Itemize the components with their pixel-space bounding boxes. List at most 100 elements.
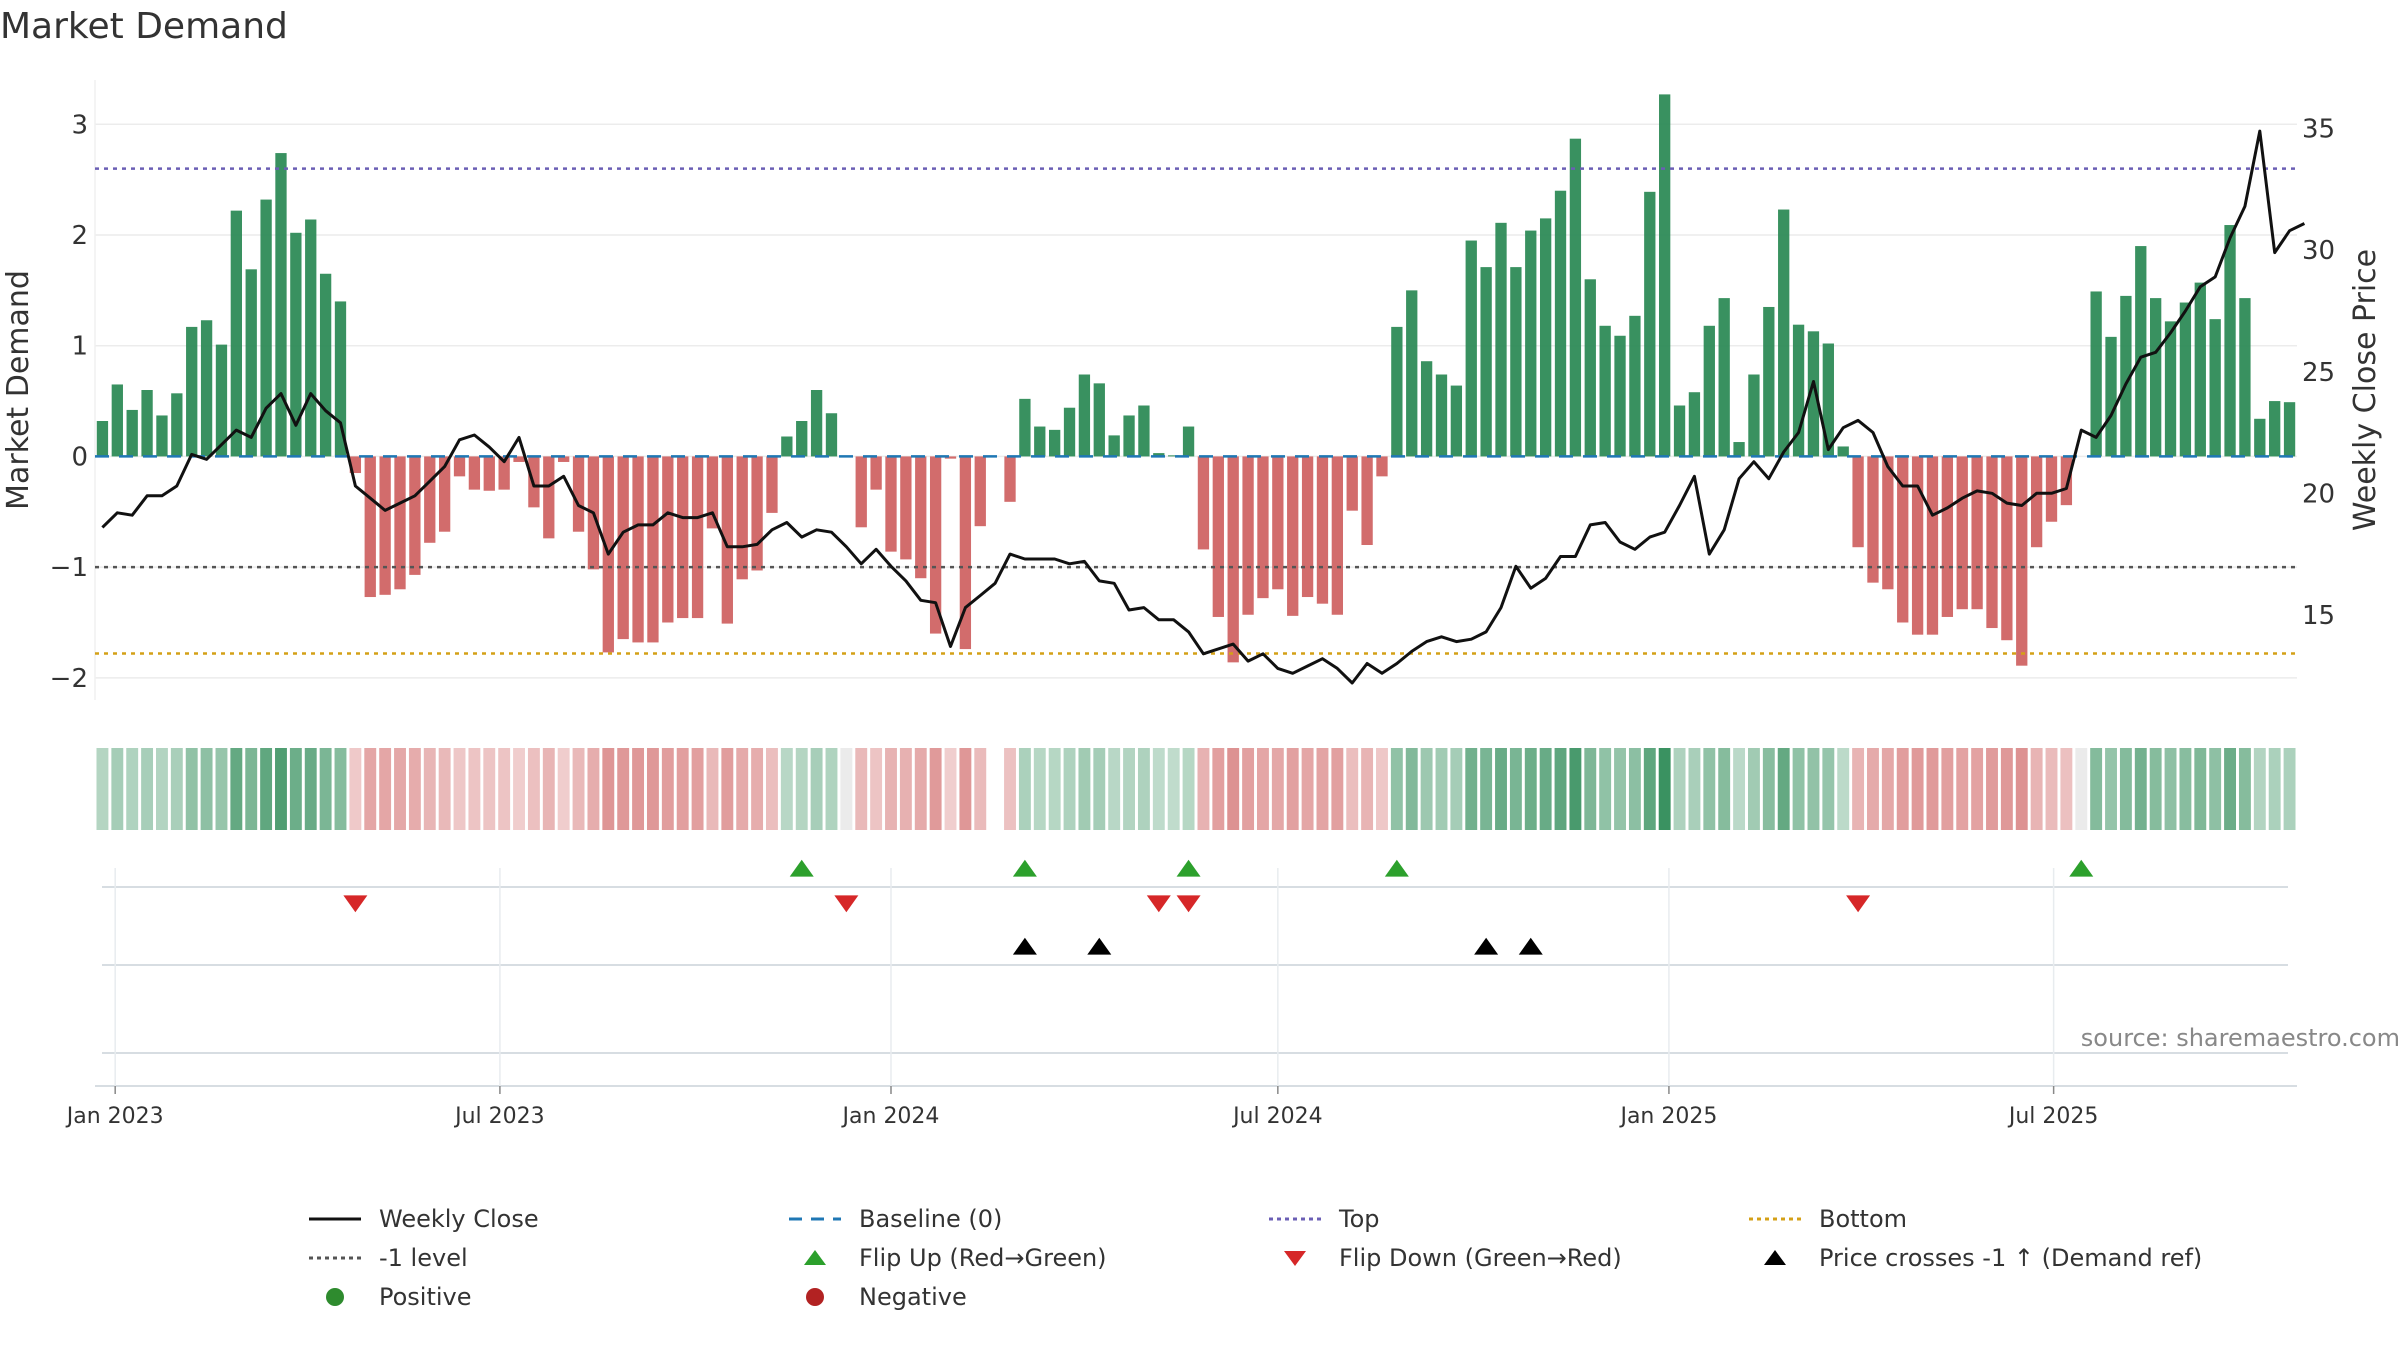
y-tick-label-left: 0 bbox=[71, 442, 88, 472]
demand-bar bbox=[1897, 456, 1909, 623]
demand-bar bbox=[1733, 442, 1745, 457]
demand-bar bbox=[959, 456, 972, 650]
strip-cell bbox=[1048, 748, 1061, 830]
y-tick-label-left: 3 bbox=[71, 110, 88, 140]
demand-bar bbox=[1391, 326, 1403, 457]
strip-cell bbox=[1539, 748, 1552, 830]
strip-cell bbox=[751, 748, 764, 830]
legend-symbol-dash-line bbox=[789, 1217, 841, 1221]
strip-cell bbox=[2060, 748, 2073, 830]
demand-bar bbox=[915, 456, 927, 579]
strip-cell bbox=[334, 748, 347, 830]
demand-bar bbox=[558, 456, 570, 462]
strip-cell bbox=[96, 748, 109, 830]
demand-bar bbox=[1971, 456, 1983, 610]
demand-bar bbox=[2060, 456, 2073, 506]
strip-cell bbox=[1941, 748, 1954, 830]
demand-bar bbox=[2164, 321, 2177, 457]
demand-bar bbox=[2016, 456, 2028, 666]
demand-bar bbox=[1525, 230, 1537, 457]
demand-bar bbox=[1569, 138, 1582, 457]
demand-bar bbox=[230, 210, 242, 457]
y-tick-label-right: 30 bbox=[2302, 236, 2335, 266]
demand-bar bbox=[215, 344, 228, 457]
strip-cell bbox=[215, 748, 228, 830]
demand-bar bbox=[885, 456, 897, 552]
demand-bar bbox=[334, 301, 347, 457]
demand-bar bbox=[2254, 418, 2266, 457]
demand-bar bbox=[944, 456, 957, 459]
demand-bar bbox=[275, 153, 287, 457]
demand-bar bbox=[1376, 456, 1388, 477]
demand-bar bbox=[2001, 456, 2013, 641]
strip-cell bbox=[780, 748, 793, 830]
strip-cell bbox=[974, 748, 987, 830]
weekly-close-line bbox=[101, 129, 2306, 685]
demand-bar bbox=[200, 320, 213, 457]
demand-bar bbox=[1539, 218, 1552, 457]
demand-bar bbox=[900, 456, 912, 560]
price-cross-marker bbox=[1474, 937, 1499, 955]
strip-cell bbox=[1420, 748, 1433, 830]
demand-bar bbox=[2090, 291, 2102, 457]
demand-bar bbox=[1911, 456, 1924, 635]
strip-cell bbox=[156, 748, 168, 830]
flip-down-marker bbox=[1176, 895, 1201, 913]
strip-cell bbox=[706, 748, 719, 830]
demand-bar bbox=[1763, 306, 1775, 457]
strip-cell bbox=[1108, 748, 1121, 830]
flip-up-marker bbox=[2069, 859, 2094, 877]
demand-bar bbox=[1614, 335, 1626, 457]
strip-cell bbox=[498, 748, 511, 830]
demand-bar bbox=[632, 456, 644, 643]
strip-cell bbox=[1584, 748, 1597, 830]
demand-bar bbox=[171, 393, 183, 457]
demand-bar bbox=[1629, 315, 1641, 457]
demand-bar bbox=[453, 456, 466, 477]
legend-item-cross: Price crosses -1 ↑ (Demand ref) bbox=[1745, 1244, 2202, 1272]
strip-cell bbox=[394, 748, 406, 830]
legend-item-bottom: Bottom bbox=[1745, 1205, 1907, 1233]
strip-cell bbox=[1554, 748, 1567, 830]
demand-bar bbox=[1659, 94, 1671, 457]
strip-cell bbox=[170, 748, 183, 830]
strip-cell bbox=[795, 748, 808, 830]
strip-cell bbox=[1123, 748, 1135, 830]
legend-symbol-dot-line bbox=[1749, 1217, 1801, 1221]
strip-cell bbox=[617, 748, 630, 830]
demand-bar bbox=[468, 456, 481, 490]
strip-cell bbox=[200, 748, 213, 830]
demand-bar bbox=[572, 456, 585, 532]
strip-cell bbox=[1435, 748, 1448, 830]
strip-cell bbox=[2000, 748, 2013, 830]
strip-cell bbox=[2105, 748, 2117, 830]
demand-bar bbox=[379, 456, 391, 595]
demand-bar bbox=[870, 456, 882, 490]
demand-bar bbox=[1257, 456, 1269, 599]
demand-bar bbox=[1301, 456, 1314, 598]
legend: Weekly Close Baseline (0) Top Bottom -1 leve… bbox=[0, 1205, 2400, 1335]
demand-bar bbox=[2105, 336, 2117, 457]
flip-up-marker bbox=[1384, 859, 1409, 877]
demand-bar bbox=[1986, 456, 1998, 629]
strip-cell bbox=[1673, 748, 1686, 830]
strip-cell bbox=[557, 748, 570, 830]
strip-cell bbox=[1152, 748, 1165, 830]
strip-cell bbox=[1480, 748, 1493, 830]
demand-bar bbox=[1316, 456, 1329, 604]
demand-bar bbox=[1227, 456, 1239, 663]
demand-bar bbox=[1138, 405, 1150, 457]
chart-title: Market Demand bbox=[0, 6, 288, 47]
strip-cell bbox=[542, 748, 555, 830]
legend-symbol-circle bbox=[326, 1288, 344, 1306]
strip-cell bbox=[1271, 748, 1284, 830]
strip-cell bbox=[1033, 748, 1046, 830]
strip-cell bbox=[1301, 748, 1314, 830]
demand-bar bbox=[409, 456, 421, 575]
strip-cell bbox=[513, 748, 525, 830]
demand-bar bbox=[2179, 302, 2192, 457]
legend-symbol-circle bbox=[806, 1288, 824, 1306]
strip-cell bbox=[1212, 748, 1225, 830]
strip-cell bbox=[2090, 748, 2103, 830]
demand-bar bbox=[186, 326, 198, 457]
